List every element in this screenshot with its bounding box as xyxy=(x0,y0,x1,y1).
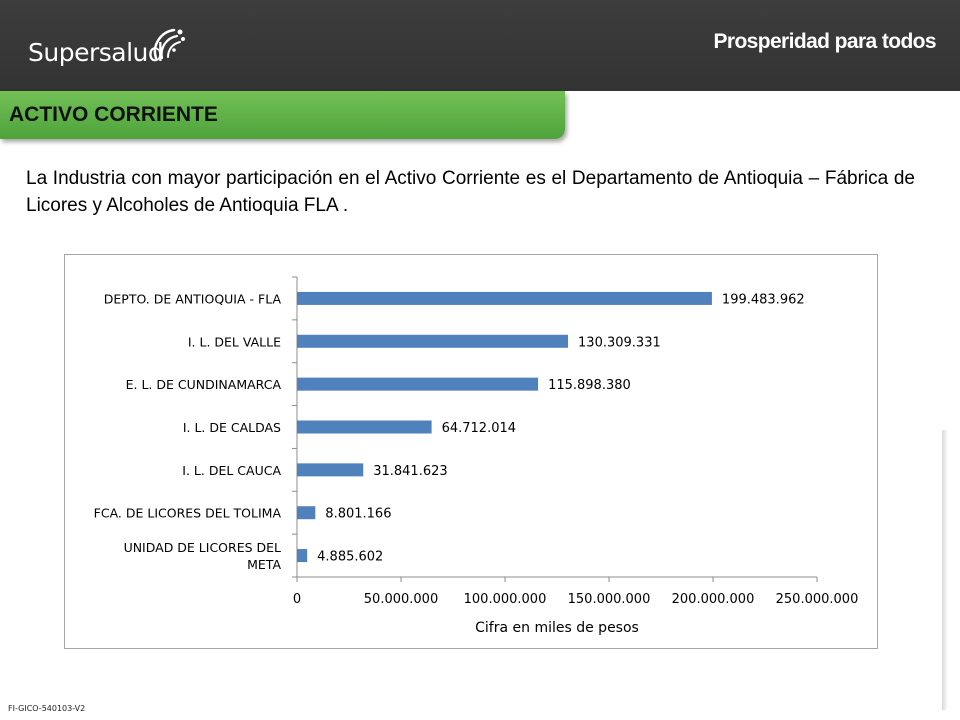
category-label: I. L. DE CALDAS xyxy=(183,420,281,435)
data-label: 64.712.014 xyxy=(442,421,516,436)
category-label: I. L. DEL VALLE xyxy=(188,334,281,349)
x-tick-label: 250.000.000 xyxy=(776,592,859,607)
bar xyxy=(297,506,316,520)
category-label: E. L. DE CUNDINAMARCA xyxy=(126,377,282,392)
category-label: FCA. DE LICORES DEL TOLIMA xyxy=(94,506,282,521)
logo-swirl-icon xyxy=(153,28,185,60)
data-label: 130.309.331 xyxy=(578,335,661,350)
bar xyxy=(297,463,364,477)
data-label: 4.885.602 xyxy=(317,550,383,565)
footer-code: FI-GICO-540103-V2 xyxy=(8,704,86,713)
category-label: DEPTO. DE ANTIOQUIA - FLA xyxy=(104,291,282,306)
section-title: ACTIVO CORRIENTE xyxy=(9,103,218,126)
section-header: ACTIVO CORRIENTE xyxy=(0,91,565,139)
logo-text: Supersalud xyxy=(28,38,164,67)
bar xyxy=(297,334,569,348)
x-tick-label: 200.000.000 xyxy=(672,592,755,607)
header-bar: Supersalud Prosperidad para todos xyxy=(0,0,960,91)
description-text: La Industria con mayor participación en … xyxy=(26,168,915,216)
category-label: UNIDAD DE LICORES DEL META xyxy=(124,540,282,572)
supersalud-logo[interactable]: Supersalud xyxy=(28,26,208,72)
x-tick-label: 0 xyxy=(293,592,301,607)
x-axis-title: Cifra en miles de pesos xyxy=(475,620,639,636)
data-label: 8.801.166 xyxy=(325,507,391,522)
page-edge-shadow xyxy=(942,430,948,710)
x-tick-label: 150.000.000 xyxy=(568,592,651,607)
category-label: I. L. DEL CAUCA xyxy=(182,463,281,478)
bar-chart: 0 50.000.000 100.000.000 150.000.000 200.000… xyxy=(94,276,859,636)
x-tick-label: 100.000.000 xyxy=(464,592,547,607)
tagline: Prosperidad para todos xyxy=(713,30,936,53)
bar xyxy=(297,291,712,305)
chart-area: 0 50.000.000 100.000.000 150.000.000 200.000… xyxy=(64,254,878,649)
bar xyxy=(297,549,308,563)
data-label: 115.898.380 xyxy=(548,378,631,393)
x-tick-label: 50.000.000 xyxy=(364,592,438,607)
data-label: 31.841.623 xyxy=(373,464,447,479)
data-label: 199.483.962 xyxy=(722,292,805,307)
bar xyxy=(297,377,539,391)
bar xyxy=(297,420,432,434)
